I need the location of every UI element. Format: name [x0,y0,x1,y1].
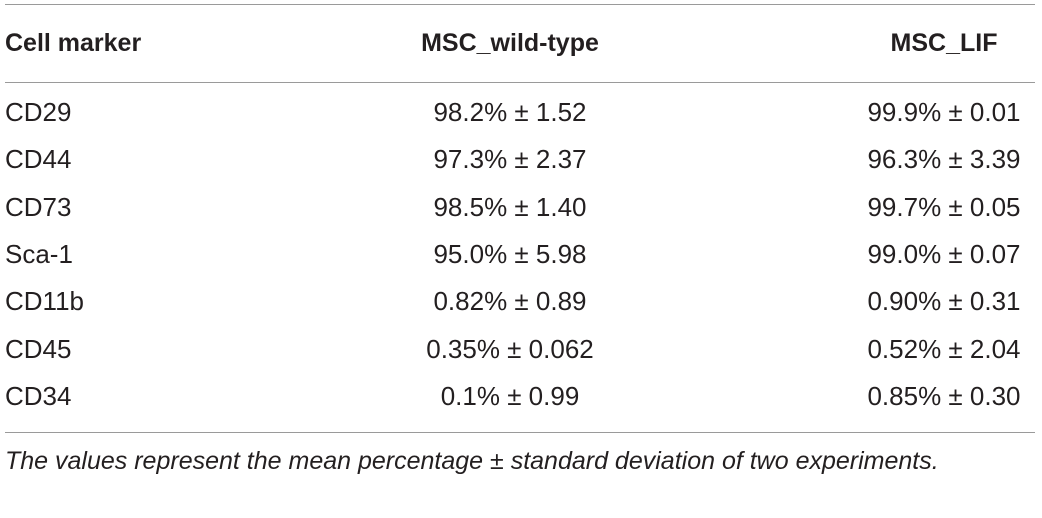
footnote: The values represent the mean percentage… [5,447,939,475]
marker-cell: CD34 [5,380,72,411]
marker-cell: CD11b [5,286,85,317]
marker-cell: Sca-1 [5,238,73,269]
value-cell: 95.0% ± 5.98 [433,238,587,269]
value-cell: 99.9% ± 0.01 [867,97,1021,127]
table-row: CD44 97.3% ± 2.37 96.3% ± 3.39 [0,136,1042,182]
marker-cell: CD45 [5,333,72,364]
value-cell: 0.1% ± 0.99 [440,380,580,411]
value-cell: 0.90% ± 0.31 [867,286,1021,317]
table-row: CD73 98.5% ± 1.40 99.7% ± 0.05 [0,184,1042,230]
table-row: Sca-1 95.0% ± 5.98 99.0% ± 0.07 [0,231,1042,277]
value-cell: 96.3% ± 3.39 [867,144,1021,175]
header-row: Cell marker MSC_wild-type MSC_LIF [0,20,1042,66]
value-cell: 98.5% ± 1.40 [433,191,587,222]
header-rule [5,82,1035,83]
header-cell: MSC_LIF [890,29,998,57]
table-row: CD29 98.2% ± 1.52 99.9% ± 0.01 [0,89,1042,135]
header-cell: MSC_wild-type [421,29,599,57]
table-row: CD45 0.35% ± 0.062 0.52% ± 2.04 [0,326,1042,372]
value-cell: 0.85% ± 0.30 [867,380,1021,411]
value-cell: 99.7% ± 0.05 [867,191,1021,222]
value-cell: 0.35% ± 0.062 [426,333,594,364]
value-cell: 0.82% ± 0.89 [433,286,587,317]
marker-cell: CD29 [5,97,72,127]
table-row: CD11b 0.82% ± 0.89 0.90% ± 0.31 [0,278,1042,324]
value-cell: 97.3% ± 2.37 [433,144,587,175]
top-rule [5,4,1035,5]
table-row: CD34 0.1% ± 0.99 0.85% ± 0.30 [0,373,1042,419]
bottom-rule [5,432,1035,433]
value-cell: 98.2% ± 1.52 [433,97,587,127]
marker-cell: CD44 [5,144,72,175]
header-cell: Cell marker [5,29,142,57]
value-cell: 99.0% ± 0.07 [867,238,1021,269]
marker-cell: CD73 [5,191,72,222]
value-cell: 0.52% ± 2.04 [867,333,1021,364]
